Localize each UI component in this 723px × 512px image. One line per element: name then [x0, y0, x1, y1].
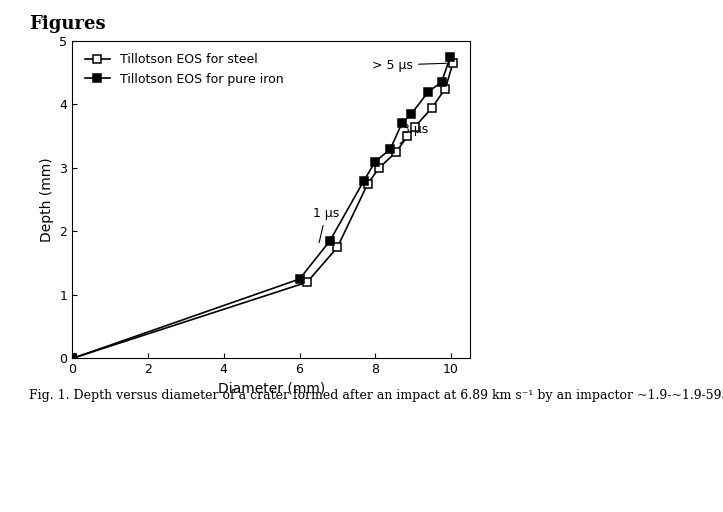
Tillotson EOS for pure iron [398, 120, 406, 126]
X-axis label: Diameter (mm): Diameter (mm) [218, 382, 325, 396]
Text: > 5 μs: > 5 μs [372, 58, 446, 72]
Tillotson EOS for steel [403, 133, 412, 139]
Tillotson EOS for steel [392, 149, 401, 155]
Tillotson EOS for pure iron [386, 146, 395, 152]
Tillotson EOS for pure iron [359, 178, 368, 184]
Text: 3 μs: 3 μs [400, 123, 428, 144]
Tillotson EOS for pure iron [325, 238, 334, 244]
Line: Tillotson EOS for pure iron: Tillotson EOS for pure iron [68, 53, 455, 362]
Tillotson EOS for steel [411, 123, 419, 130]
Text: 1 μs: 1 μs [313, 207, 339, 243]
Tillotson EOS for steel [375, 165, 383, 171]
Tillotson EOS for pure iron [295, 276, 304, 282]
Tillotson EOS for pure iron [424, 89, 432, 95]
Tillotson EOS for steel [448, 60, 457, 66]
Tillotson EOS for steel [364, 181, 372, 187]
Tillotson EOS for pure iron [446, 54, 455, 60]
Tillotson EOS for steel [441, 86, 450, 92]
Tillotson EOS for pure iron [437, 79, 446, 86]
Y-axis label: Depth (mm): Depth (mm) [40, 157, 54, 242]
Legend: Tillotson EOS for steel, Tillotson EOS for pure iron: Tillotson EOS for steel, Tillotson EOS f… [79, 47, 290, 92]
Tillotson EOS for pure iron [68, 355, 77, 361]
Tillotson EOS for pure iron [371, 159, 380, 165]
Tillotson EOS for steel [303, 279, 312, 285]
Tillotson EOS for steel [428, 104, 437, 111]
Line: Tillotson EOS for steel: Tillotson EOS for steel [68, 59, 457, 362]
Tillotson EOS for pure iron [407, 111, 416, 117]
Text: Figures: Figures [29, 15, 106, 33]
Tillotson EOS for steel [333, 244, 342, 250]
Text: Fig. 1. Depth versus diameter of a crater formed after an impact at 6.89 km s⁻¹ : Fig. 1. Depth versus diameter of a crate… [29, 389, 723, 402]
Tillotson EOS for steel [68, 355, 77, 361]
